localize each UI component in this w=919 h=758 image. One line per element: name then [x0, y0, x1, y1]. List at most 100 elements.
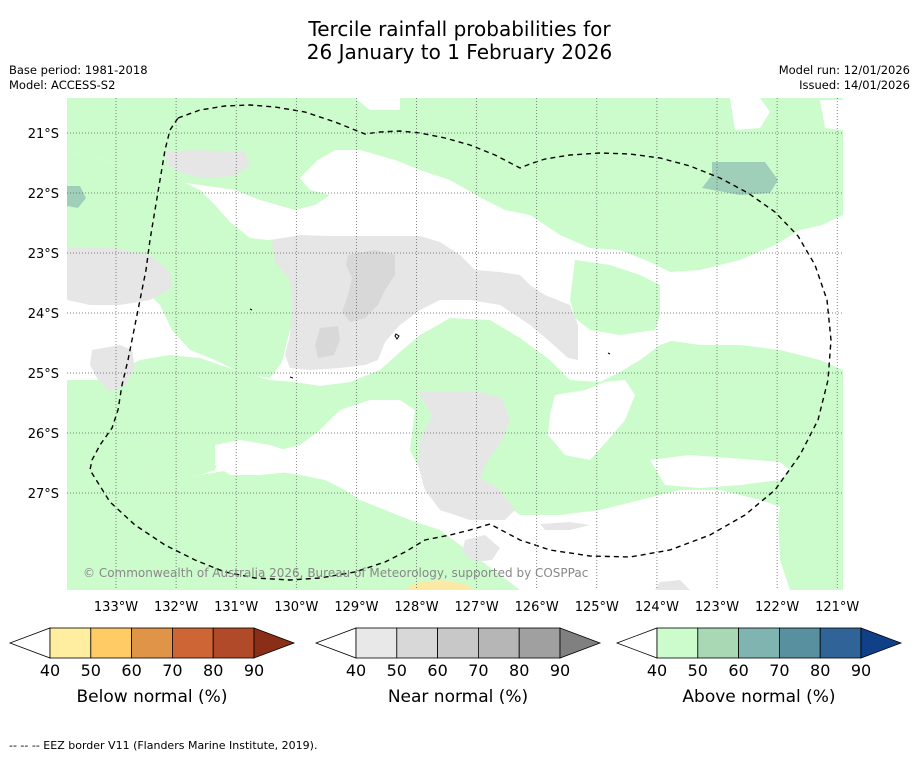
- near-normal-region-south: [418, 392, 515, 520]
- title-line-2: 26 January to 1 February 2026: [306, 40, 613, 64]
- colorbar-tick-label: 60: [427, 661, 447, 680]
- eez-footnote: -- -- -- EEZ border V11 (Flanders Marine…: [9, 739, 318, 752]
- colorbar-tick-label: 90: [550, 661, 570, 680]
- lat-tick-label: 21°S: [28, 127, 59, 142]
- legend-near-normal: 40 50 60 70 80 90: [314, 627, 602, 680]
- colorbar-tick-label: 70: [162, 661, 182, 680]
- near-normal-region-south-2: [462, 535, 500, 562]
- lon-tick-label: 121°W: [815, 600, 859, 615]
- lat-tick-label: 22°S: [28, 187, 59, 202]
- near-normal-region-west-2: [90, 345, 135, 392]
- colorbar-segment: [518, 627, 561, 659]
- colorbar-segment: [49, 627, 92, 659]
- colorbar-right-tip: [559, 627, 602, 659]
- colorbar-segment: [778, 627, 821, 659]
- near-normal-region-se: [655, 580, 690, 590]
- legend-below-normal: 40 50 60 70 80 90: [8, 627, 296, 680]
- colorbar-segment: [171, 627, 214, 659]
- above-normal-region-southwest: [67, 470, 520, 590]
- meta-right: Model run: 12/01/2026 Issued: 14/01/2026: [779, 63, 910, 93]
- colorbar-tick-label: 40: [40, 661, 60, 680]
- small-island-3: [607, 352, 611, 355]
- above-normal-region-west: [67, 150, 300, 378]
- above-normal-region-east: [570, 260, 660, 335]
- lat-tick-label: 25°S: [28, 367, 59, 382]
- legend-above-label: Above normal (%): [682, 687, 836, 707]
- lat-tick-label: 27°S: [28, 487, 59, 502]
- colorbar-tick-label: 40: [346, 661, 366, 680]
- model-name: Model: ACCESS-S2: [9, 78, 116, 92]
- legend-below-label: Below normal (%): [76, 687, 228, 707]
- white-gap-north: [355, 98, 400, 110]
- colorbar-tick-label: 50: [688, 661, 708, 680]
- colorbar-segment: [437, 627, 479, 659]
- colorbar-tick-label: 80: [810, 661, 830, 680]
- colorbar-segment: [396, 627, 439, 659]
- white-gap-east: [660, 310, 843, 360]
- lon-tick-label: 132°W: [154, 600, 198, 615]
- colorbar-segment: [738, 627, 780, 659]
- colorbar-tick-label: 80: [509, 661, 529, 680]
- lon-tick-label: 125°W: [575, 600, 619, 615]
- legend-above-normal: 40 50 60 70 80 90: [615, 627, 903, 680]
- colorbar-tick-label: 50: [81, 661, 101, 680]
- lat-tick-label: 24°S: [28, 307, 59, 322]
- above-normal-60-region-ne: [702, 162, 778, 195]
- lat-tick-labels: 21°S 22°S 23°S 24°S 25°S 26°S 27°S: [28, 127, 59, 502]
- colorbar-segment: [90, 627, 133, 659]
- near-normal-60-regions: [315, 250, 395, 358]
- lon-tick-label: 122°W: [755, 600, 799, 615]
- near-normal-region-south-3: [540, 522, 590, 530]
- below-normal-region-south: [405, 580, 475, 590]
- above-normal-60-regions: [67, 162, 778, 208]
- meta-left: Base period: 1981-2018 Model: ACCESS-S2: [9, 63, 148, 93]
- map-title: Tercile rainfall probabilities for 26 Ja…: [0, 18, 919, 64]
- lon-tick-label: 130°W: [274, 600, 318, 615]
- lon-tick-label: 123°W: [695, 600, 739, 615]
- above-normal-region-southeast: [778, 476, 843, 590]
- colorbar-tick-label: 60: [121, 661, 141, 680]
- lon-tick-label: 131°W: [214, 600, 258, 615]
- colorbar-tick-label: 90: [851, 661, 871, 680]
- small-island-4: [289, 376, 294, 379]
- colorbar-tick-label: 80: [203, 661, 223, 680]
- above-normal-region-north: [67, 98, 843, 272]
- near-normal-region-north: [165, 150, 250, 178]
- white-gap-ne: [730, 98, 770, 130]
- colorbar-tick-label: 50: [387, 661, 407, 680]
- eez-border: [89, 104, 832, 581]
- colorbar-segment: [355, 627, 398, 659]
- title-line-1: Tercile rainfall probabilities for: [308, 17, 611, 41]
- map-figure: © Commonwealth of Australia 2026, Bureau…: [28, 98, 860, 615]
- copyright-text: © Commonwealth of Australia 2026, Bureau…: [83, 566, 588, 580]
- lon-tick-label: 127°W: [455, 600, 499, 615]
- colorbar-tick-label: 70: [468, 661, 488, 680]
- model-run: Model run: 12/01/2026: [778, 63, 910, 77]
- colorbar-right-tip: [253, 627, 296, 659]
- colorbar-tick-label: 40: [647, 661, 667, 680]
- lat-tick-label: 23°S: [28, 247, 59, 262]
- map-canvas: © Commonwealth of Australia 2026, Bureau…: [67, 98, 843, 590]
- legend-near-label: Near normal (%): [387, 687, 529, 707]
- lon-tick-label: 126°W: [515, 600, 559, 615]
- colorbar-left-tip: [615, 627, 658, 659]
- near-normal-region-west: [67, 248, 172, 305]
- above-normal-60-region-west: [67, 186, 86, 208]
- lon-tick-label: 129°W: [334, 600, 378, 615]
- colorbar-tick-label: 70: [769, 661, 789, 680]
- near-normal-60-region-2: [315, 326, 340, 358]
- base-period: Base period: 1981-2018: [9, 63, 148, 77]
- colorbar-legends: 40 50 60 70 80 90 40 50 60 70 80 90 40 50 60 70 80 90: [8, 627, 903, 680]
- colorbar-segment: [656, 627, 699, 659]
- colorbar-segment: [212, 627, 255, 659]
- colorbar-right-tip: [860, 627, 903, 659]
- colorbar-segment: [819, 627, 862, 659]
- colorbar-segment: [477, 627, 520, 659]
- small-island-1: [249, 308, 253, 311]
- colorbar-left-tip: [314, 627, 357, 659]
- colorbar-tick-label: 90: [244, 661, 264, 680]
- colorbar-segment: [131, 627, 173, 659]
- colorbar-tick-label: 60: [728, 661, 748, 680]
- lon-tick-label: 133°W: [94, 600, 138, 615]
- lon-tick-labels: 133°W 132°W 131°W 130°W 129°W 128°W 127°W 126°W…: [94, 600, 860, 615]
